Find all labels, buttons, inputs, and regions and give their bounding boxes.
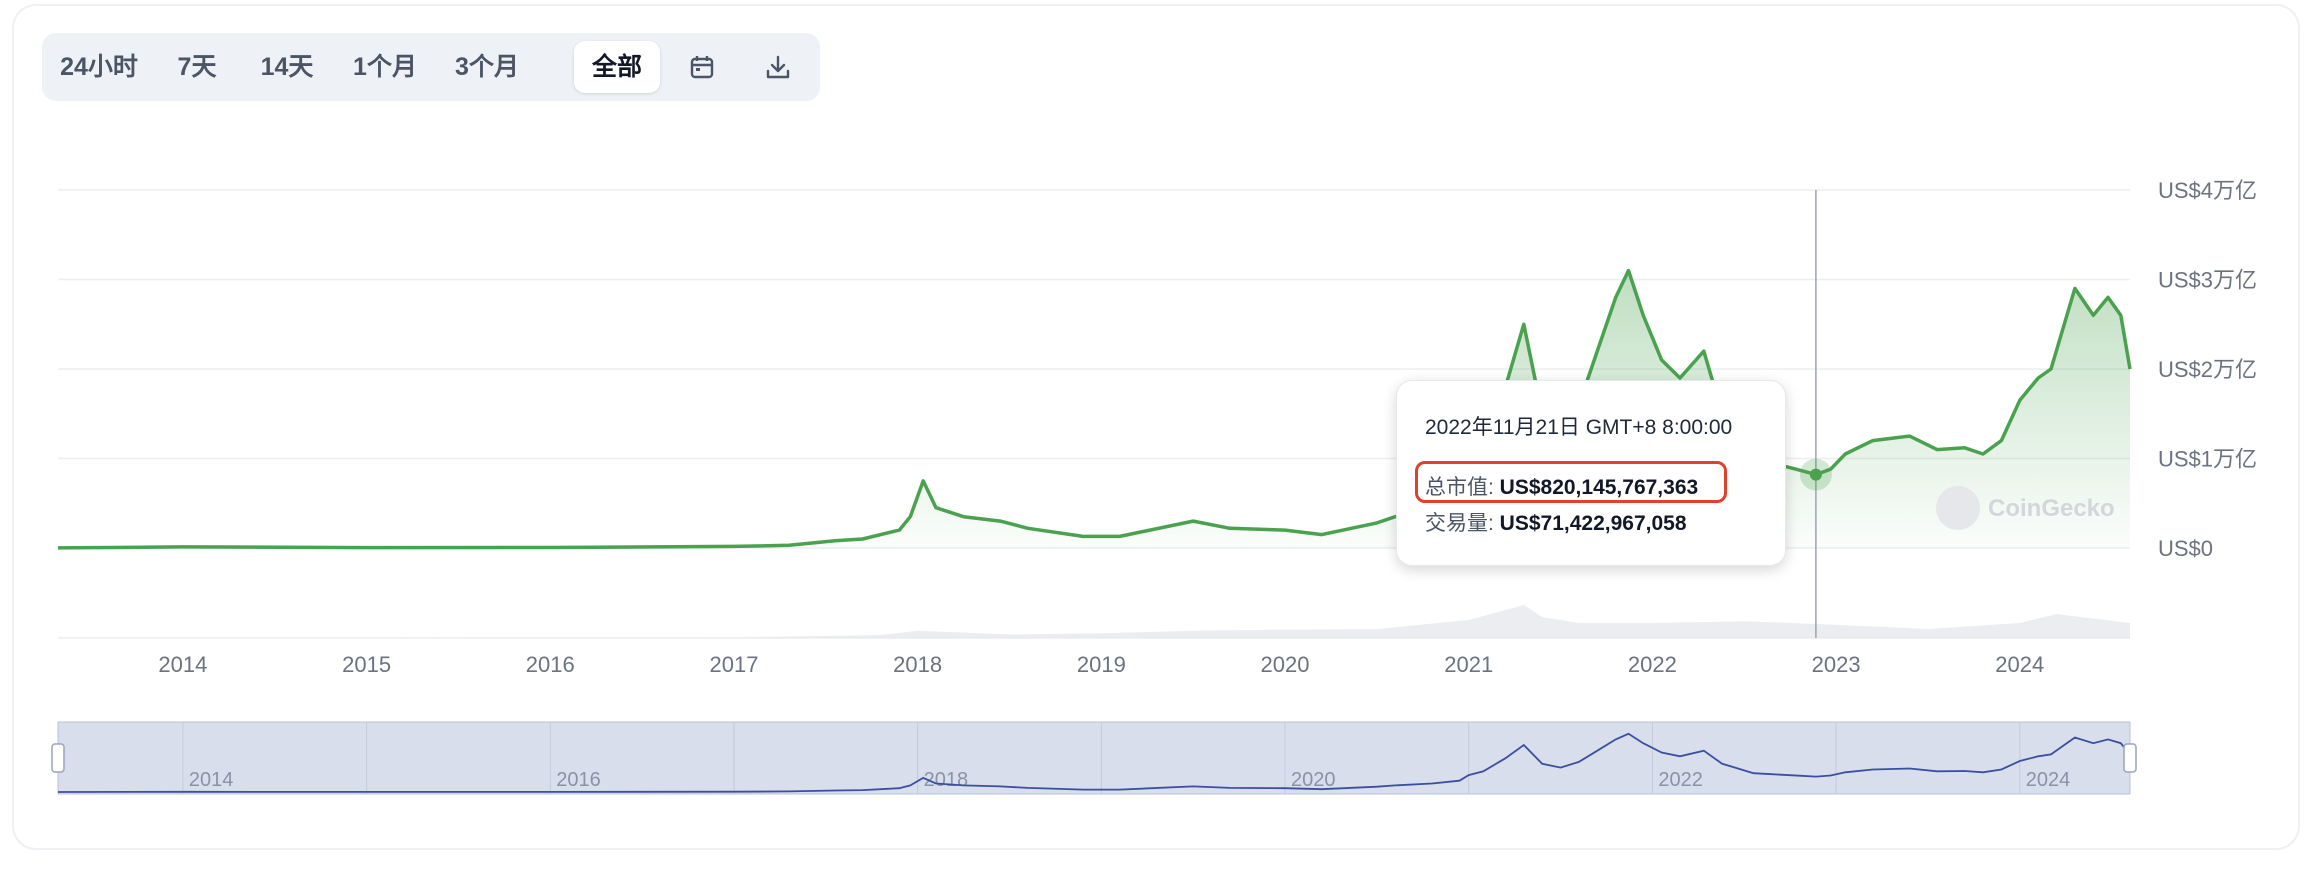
x-tick-label: 2014 <box>158 652 207 677</box>
volume-value: US$71,422,967,058 <box>1499 512 1687 535</box>
calendar-icon <box>690 56 714 79</box>
y-tick-label: US$3万亿 <box>2158 268 2257 293</box>
watermark-text: CoinGecko <box>1988 495 2115 522</box>
navigator-tick-label: 2024 <box>2026 769 2070 791</box>
x-axis-labels: 2014 2015 2016 2017 2018 2019 2020 2021 2022 2023… <box>158 652 2044 677</box>
navigator-tick-label: 2020 <box>1291 769 1336 791</box>
tab-1m[interactable]: 1个月 <box>353 53 417 81</box>
volume-bars <box>58 605 2130 638</box>
x-tick-label: 2016 <box>526 652 575 677</box>
highlight-box <box>1415 461 1727 503</box>
market-cap-area <box>58 270 2130 548</box>
x-tick-label: 2018 <box>893 652 942 677</box>
time-range-toolbar: 24小时 7天 14天 1个月 3个月 全部 <box>42 33 820 101</box>
calendar-button[interactable] <box>676 41 728 93</box>
x-tick-label: 2017 <box>709 652 758 677</box>
tab-14d[interactable]: 14天 <box>260 53 314 81</box>
navigator-tick-label: 2014 <box>189 769 234 791</box>
y-tick-label: US$0 <box>2158 536 2213 561</box>
hover-point <box>1809 468 1822 481</box>
tab-7d[interactable]: 7天 <box>177 53 217 81</box>
volume-area <box>58 605 2130 638</box>
x-tick-label: 2023 <box>1812 652 1861 677</box>
x-tick-label: 2019 <box>1077 652 1126 677</box>
market-cap-value: US$820,145,767,363 <box>1499 476 1699 499</box>
x-tick-label: 2024 <box>1995 652 2044 677</box>
market-cap-label: 总市值: <box>1425 476 1500 499</box>
navigator-line <box>57 732 2131 793</box>
navigator-tick-label: 2022 <box>1658 769 1703 791</box>
tooltip-volume: 交易量: US$71,422,967,058 <box>1425 507 1687 537</box>
market-cap-series <box>57 268 2132 550</box>
tab-3m[interactable]: 3个月 <box>455 53 519 81</box>
y-axis-labels: US$4万亿 US$3万亿 US$2万亿 US$1万亿 US$0 <box>2158 178 2257 561</box>
navigator-tick-label: 2018 <box>924 769 969 791</box>
coingecko-logo <box>1936 486 1980 530</box>
hover-tooltip: 2022年11月21日 GMT+8 8:00:00 总市值: US$820,14… <box>1396 380 1786 566</box>
navigator-handle-left[interactable] <box>51 743 65 773</box>
navigator-background <box>57 721 2131 795</box>
coingecko-watermark: CoinGecko <box>1936 486 2115 530</box>
tooltip-market-cap: 总市值: US$820,145,767,363 <box>1425 471 1698 501</box>
x-tick-label: 2022 <box>1628 652 1677 677</box>
hover-crosshair <box>1799 190 1832 638</box>
navigator-tick-label: 2016 <box>556 769 601 791</box>
volume-label: 交易量: <box>1425 512 1500 535</box>
tab-24h[interactable]: 24小时 <box>60 53 138 81</box>
y-tick-label: US$2万亿 <box>2158 357 2257 382</box>
range-navigator[interactable]: 2014 2016 2018 2020 2022 2024 <box>51 721 2137 795</box>
download-icon <box>766 55 790 79</box>
x-tick-label: 2015 <box>342 652 391 677</box>
tooltip-date: 2022年11月21日 GMT+8 8:00:00 <box>1425 416 1733 439</box>
y-tick-label: US$4万亿 <box>2158 178 2257 203</box>
x-tick-label: 2021 <box>1444 652 1493 677</box>
y-tick-label: US$1万亿 <box>2158 447 2257 472</box>
chart-card <box>12 4 2300 850</box>
tab-all[interactable]: 全部 <box>574 41 660 93</box>
download-button[interactable] <box>752 41 804 93</box>
gridlines <box>58 189 2130 639</box>
navigator-handle-right[interactable] <box>2123 743 2137 773</box>
x-tick-label: 2020 <box>1261 652 1310 677</box>
